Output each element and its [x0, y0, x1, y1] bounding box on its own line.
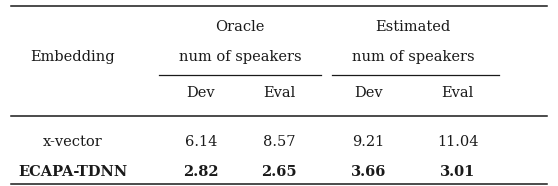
Text: 3.66: 3.66 — [350, 165, 386, 179]
Text: Dev: Dev — [186, 86, 215, 100]
Text: 3.01: 3.01 — [440, 165, 475, 179]
Text: 8.57: 8.57 — [263, 135, 295, 149]
Text: 2.65: 2.65 — [261, 165, 297, 179]
Text: 6.14: 6.14 — [185, 135, 217, 149]
Text: Dev: Dev — [354, 86, 383, 100]
Text: num of speakers: num of speakers — [352, 50, 474, 64]
Text: Eval: Eval — [441, 86, 474, 100]
Text: 11.04: 11.04 — [437, 135, 478, 149]
Text: ECAPA-TDNN: ECAPA-TDNN — [18, 165, 127, 179]
Text: 9.21: 9.21 — [352, 135, 384, 149]
Text: Oracle: Oracle — [215, 20, 264, 34]
Text: Embedding: Embedding — [30, 50, 115, 64]
Text: num of speakers: num of speakers — [179, 50, 301, 64]
Text: x-vector: x-vector — [42, 135, 103, 149]
Text: Eval: Eval — [263, 86, 295, 100]
Text: Estimated: Estimated — [376, 20, 450, 34]
Text: 2.82: 2.82 — [183, 165, 219, 179]
